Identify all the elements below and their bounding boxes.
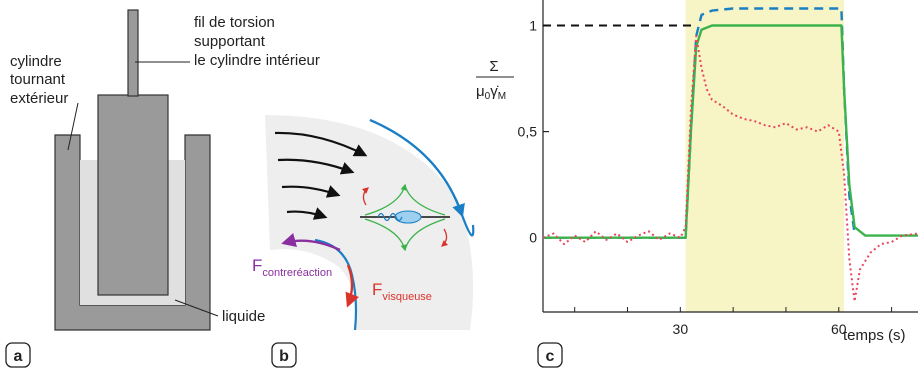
panel-c-badge xyxy=(537,342,563,368)
shaded-interval xyxy=(685,0,845,312)
label-outer-cylinder-1: cylindre xyxy=(10,53,62,70)
chart-c: 0 0,5 1 30 60 xyxy=(518,0,919,337)
polymer-element xyxy=(360,183,450,252)
force-viscous-F: F xyxy=(372,280,382,299)
x-tick-label: 30 xyxy=(673,321,689,337)
panel-c-letter: c xyxy=(546,348,555,365)
panel-b-letter: b xyxy=(279,348,289,365)
y-tick-label: 0 xyxy=(529,230,537,246)
torsion-wire xyxy=(127,9,139,97)
force-feedback-sub: contreréaction xyxy=(262,267,332,279)
panel-a-letter: a xyxy=(14,348,23,365)
panel-a-badge xyxy=(5,342,31,368)
green-curve-top xyxy=(364,183,407,216)
flow-arrow-3 xyxy=(281,185,341,198)
ylabel-den-gamma: γ̇ xyxy=(490,83,499,100)
xlabel: temps (s) xyxy=(843,327,906,344)
flow-arrow-2 xyxy=(277,158,355,175)
label-wire-2: supportant xyxy=(194,33,266,50)
force-feedback-arrow xyxy=(281,233,341,252)
y-tick-label: 1 xyxy=(529,17,537,33)
red-small-arrow-1 xyxy=(361,187,369,206)
polymer-coil xyxy=(377,212,403,222)
inner-cylinder xyxy=(97,94,169,296)
label-outer-cylinder-2: tournant xyxy=(10,71,66,88)
ylabel-den-0: 0 xyxy=(485,91,491,102)
y-tick-label: 0,5 xyxy=(518,124,538,140)
green-curve-top-right xyxy=(404,184,446,216)
polymer-blob xyxy=(394,210,422,224)
label-wire-1: fil de torsion xyxy=(194,14,275,31)
force-viscous-arrow xyxy=(345,264,359,308)
panel-b-badge xyxy=(271,342,297,368)
force-feedback-label: Fcontreréaction xyxy=(252,256,332,279)
green-curve-bottom xyxy=(364,218,407,252)
panel-a: cylindre tournant extérieur fil de torsi… xyxy=(5,9,320,368)
leader-outer xyxy=(67,102,79,151)
flow-arrow-1 xyxy=(274,131,368,157)
force-feedback-F: F xyxy=(252,256,262,275)
red-small-arrow-2 xyxy=(441,228,449,247)
panel-b: Fcontreréaction Fvisqueuse b xyxy=(252,115,475,368)
ylabel-denominator: μ0γ̇M xyxy=(476,83,506,102)
ylabel-numerator: Σ xyxy=(489,58,498,75)
flow-region xyxy=(265,115,474,330)
ylabel-den-mu: μ xyxy=(476,83,485,100)
outer-wall-arrow xyxy=(369,118,465,218)
flow-arrow-4 xyxy=(286,207,328,220)
leader-liquid xyxy=(174,299,219,317)
force-viscous-label: Fvisqueuse xyxy=(372,280,432,303)
force-viscous-sub: visqueuse xyxy=(382,291,432,303)
ylabel-den-M: M xyxy=(498,91,506,102)
green-curve-bottom-right xyxy=(404,218,446,251)
x-tick-label: 60 xyxy=(831,321,847,337)
label-liquid: liquide xyxy=(222,308,265,325)
label-wire-3: le cylindre intérieur xyxy=(194,52,320,69)
label-outer-cylinder-3: extérieur xyxy=(10,90,68,107)
series-green-solid xyxy=(543,24,918,239)
